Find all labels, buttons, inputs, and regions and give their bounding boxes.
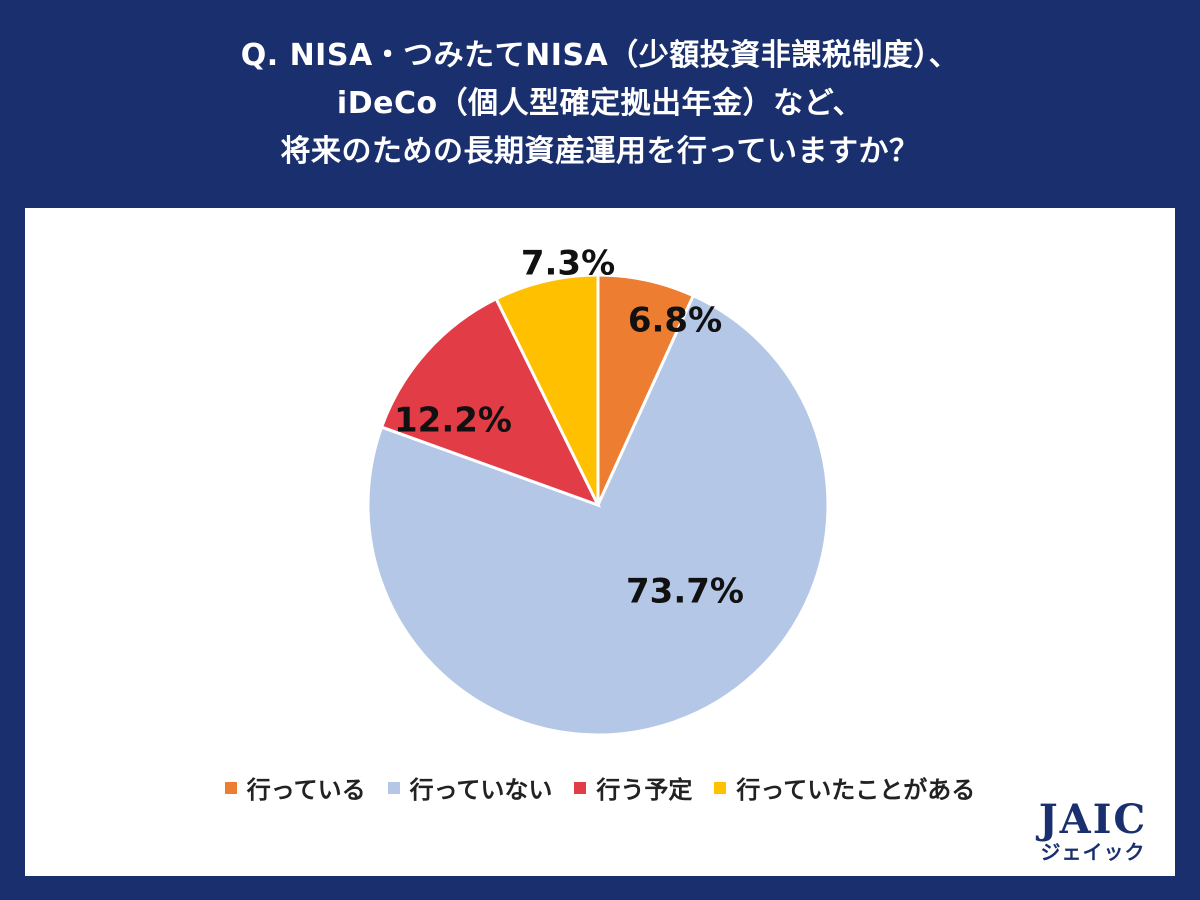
header: Q. NISA・つみたてNISA（少額投資非課税制度）、 iDeCo（個人型確定… (0, 0, 1200, 208)
question-line-2: iDeCo（個人型確定拠出年金）など、 (336, 86, 864, 121)
question-line-1: Q. NISA・つみたてNISA（少額投資非課税制度）、 (240, 38, 960, 73)
chart-legend: 行っている 行っていない 行う予定 行っていたことがある (25, 770, 1175, 805)
question-line-3: 将来のための長期資産運用を行っていますか？ (280, 134, 920, 169)
legend-swatch (574, 781, 587, 794)
legend-swatch (714, 781, 727, 794)
legend-label: 行っていたことがある (736, 776, 976, 804)
question-title: Q. NISA・つみたてNISA（少額投資非課税制度）、 iDeCo（個人型確定… (241, 32, 960, 176)
logo-subtitle: ジェイック (1040, 840, 1146, 864)
legend-label: 行う予定 (596, 776, 693, 804)
pie-slice-4 (494, 273, 600, 506)
slice-label-3: 12.2% (394, 401, 512, 441)
slice-label-4: 7.3% (521, 244, 615, 284)
legend-label: 行っていない (409, 776, 553, 804)
legend-swatch (224, 781, 237, 794)
jaic-logo: JAIC ジェイック (1033, 796, 1153, 865)
pie-chart: 6.8% 73.7% 12.2% 7.3% (366, 244, 830, 737)
legend-item-3: 行う予定 (574, 770, 692, 805)
pie-slice-2 (366, 293, 830, 737)
legend-label: 行っている (246, 776, 366, 804)
legend-swatch (387, 781, 400, 794)
chart-card: 6.8% 73.7% 12.2% 7.3% 行っている 行っていない 行う予定 行っていたこ… (25, 208, 1175, 876)
legend-item-4: 行っていたことがある (714, 770, 975, 805)
pie-slice-3 (379, 296, 601, 508)
legend-item-1: 行っている (224, 770, 366, 805)
legend-item-2: 行っていない (387, 770, 553, 805)
slice-label-2: 73.7% (626, 572, 744, 612)
slice-label-1: 6.8% (628, 301, 722, 341)
logo-mark: JAIC (1038, 796, 1148, 843)
